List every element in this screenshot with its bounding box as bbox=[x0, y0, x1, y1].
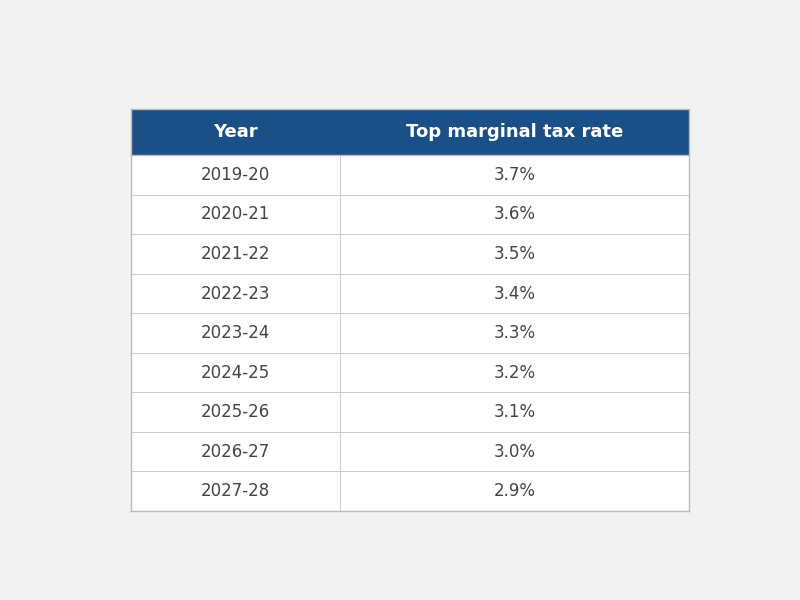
Bar bbox=[131, 392, 689, 432]
Text: 2020-21: 2020-21 bbox=[201, 205, 270, 223]
Text: 3.6%: 3.6% bbox=[494, 205, 536, 223]
Bar bbox=[131, 194, 689, 234]
Bar bbox=[131, 155, 689, 194]
Bar bbox=[131, 313, 689, 353]
Text: 3.4%: 3.4% bbox=[494, 284, 536, 302]
Text: Year: Year bbox=[214, 123, 258, 141]
Text: 3.5%: 3.5% bbox=[494, 245, 536, 263]
Text: Top marginal tax rate: Top marginal tax rate bbox=[406, 123, 623, 141]
Bar bbox=[131, 353, 689, 392]
Text: 2019-20: 2019-20 bbox=[201, 166, 270, 184]
Text: 2022-23: 2022-23 bbox=[201, 284, 270, 302]
Text: 3.3%: 3.3% bbox=[494, 324, 536, 342]
Text: 2025-26: 2025-26 bbox=[201, 403, 270, 421]
Bar bbox=[131, 432, 689, 472]
Text: 2.9%: 2.9% bbox=[494, 482, 536, 500]
Text: 2023-24: 2023-24 bbox=[201, 324, 270, 342]
Text: 3.0%: 3.0% bbox=[494, 443, 536, 461]
Bar bbox=[131, 109, 689, 155]
Text: 2021-22: 2021-22 bbox=[201, 245, 270, 263]
Bar bbox=[131, 234, 689, 274]
Text: 2026-27: 2026-27 bbox=[201, 443, 270, 461]
Text: 3.2%: 3.2% bbox=[494, 364, 536, 382]
Text: 3.7%: 3.7% bbox=[494, 166, 536, 184]
Bar bbox=[131, 274, 689, 313]
Text: 2024-25: 2024-25 bbox=[201, 364, 270, 382]
Bar bbox=[131, 472, 689, 511]
Text: 3.1%: 3.1% bbox=[494, 403, 536, 421]
Text: 2027-28: 2027-28 bbox=[201, 482, 270, 500]
